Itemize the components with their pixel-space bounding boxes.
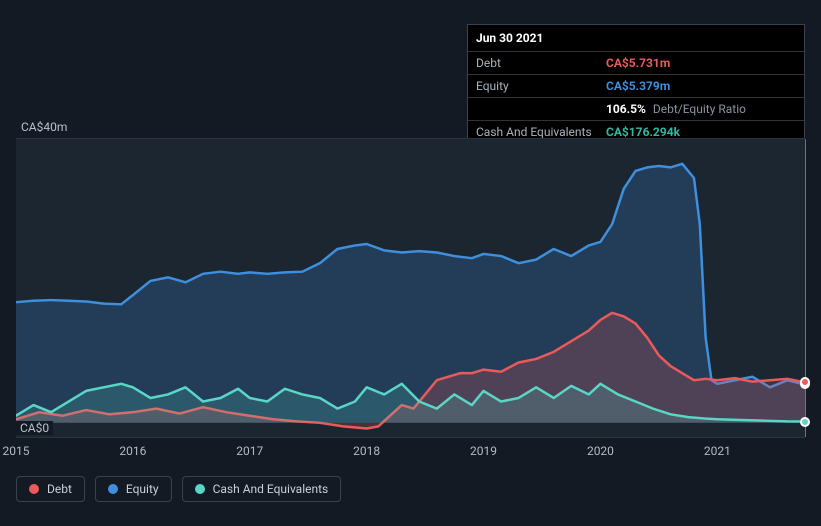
hover-dot xyxy=(800,417,810,427)
tooltip-row-value: CA$5.731m xyxy=(606,56,670,70)
tooltip-row-label: Equity xyxy=(476,79,606,93)
x-tick: 2015 xyxy=(3,444,30,458)
x-tick: 2017 xyxy=(236,444,263,458)
y-axis-label-top: CA$40m xyxy=(16,120,805,134)
x-axis-ticks: 2015201620172018201920202021 xyxy=(16,444,805,460)
tooltip-row-value: CA$5.379m xyxy=(606,79,670,93)
tooltip-row: DebtCA$5.731m xyxy=(468,52,804,75)
legend-label: Debt xyxy=(47,482,72,496)
legend-item[interactable]: Debt xyxy=(16,476,85,502)
legend-dot-icon xyxy=(195,484,205,494)
tooltip-row-value: 106.5% Debt/Equity Ratio xyxy=(606,102,746,116)
legend-item[interactable]: Cash And Equivalents xyxy=(182,476,342,502)
legend-label: Equity xyxy=(126,482,159,496)
chart-plot-area[interactable]: CA$0 xyxy=(16,138,805,438)
hover-line xyxy=(805,139,806,437)
tooltip-date: Jun 30 2021 xyxy=(468,25,804,52)
x-tick: 2019 xyxy=(470,444,497,458)
x-tick: 2021 xyxy=(704,444,731,458)
x-tick: 2016 xyxy=(119,444,146,458)
legend-dot-icon xyxy=(108,484,118,494)
hover-dot xyxy=(800,377,810,387)
chart-container: CA$40m CA$0 2015201620172018201920202021… xyxy=(16,120,805,502)
tooltip-row: 106.5% Debt/Equity Ratio xyxy=(468,98,804,121)
legend-item[interactable]: Equity xyxy=(95,476,172,502)
legend-dot-icon xyxy=(29,484,39,494)
tooltip-row-label xyxy=(476,102,606,116)
legend-label: Cash And Equivalents xyxy=(213,482,329,496)
tooltip-row-label: Debt xyxy=(476,56,606,70)
x-tick: 2020 xyxy=(587,444,614,458)
x-tick: 2018 xyxy=(353,444,380,458)
tooltip-row: EquityCA$5.379m xyxy=(468,75,804,98)
chart-legend: Debt Equity Cash And Equivalents xyxy=(16,476,805,502)
y-axis-label-bottom: CA$0 xyxy=(16,421,53,435)
tooltip-row-sub: Debt/Equity Ratio xyxy=(650,102,746,116)
